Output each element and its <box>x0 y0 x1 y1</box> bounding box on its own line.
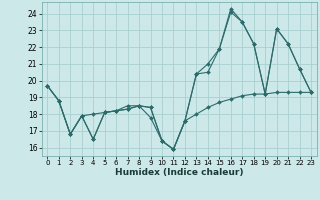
X-axis label: Humidex (Indice chaleur): Humidex (Indice chaleur) <box>115 168 244 177</box>
